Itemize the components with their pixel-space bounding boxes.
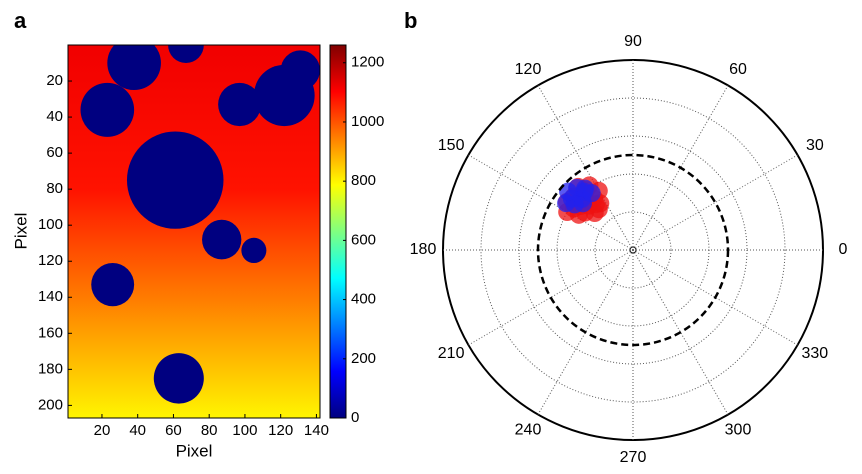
y-tick-label: 160 (38, 324, 63, 341)
angle-label: 330 (802, 345, 829, 362)
reference-circle (536, 153, 730, 347)
region (202, 219, 242, 260)
angle-label: 30 (806, 137, 824, 154)
angle-label: 180 (410, 241, 437, 258)
colorbar-tick-label: 800 (351, 172, 376, 189)
angle-label: 60 (729, 61, 747, 78)
x-tick-label: 60 (165, 422, 182, 439)
region (126, 131, 224, 229)
angle-label: 300 (725, 421, 752, 438)
angle-label: 150 (438, 137, 465, 154)
x-axis-label: Pixel (176, 441, 213, 460)
x-tick-label: 80 (201, 422, 218, 439)
colorbar-tick-label: 1200 (351, 54, 384, 71)
y-tick-label: 20 (46, 72, 63, 89)
y-tick-label: 60 (46, 144, 63, 161)
region (107, 45, 161, 91)
x-tick-label: 100 (232, 422, 257, 439)
x-tick-label: 120 (268, 422, 293, 439)
x-tick-label: 20 (94, 422, 111, 439)
angle-label: 270 (620, 449, 647, 466)
angle-label: 0 (839, 241, 848, 258)
y-tick-label: 100 (38, 216, 63, 233)
colorbar-tick-label: 600 (351, 231, 376, 248)
y-tick-label: 80 (46, 180, 63, 197)
y-tick-label: 180 (38, 360, 63, 377)
y-axis-label: Pixel (11, 213, 30, 250)
colorbar (329, 44, 347, 419)
x-tick-label: 40 (129, 422, 146, 439)
y-tick-label: 200 (38, 396, 63, 413)
angle-label: 210 (438, 345, 465, 362)
region (280, 50, 320, 91)
panel-label: a (14, 8, 27, 33)
scatter-point (582, 184, 601, 203)
region (218, 82, 262, 127)
axes-frame (67, 44, 321, 419)
radial-grid (594, 211, 672, 289)
region (80, 82, 135, 137)
heatmap-image (68, 45, 320, 418)
angle-label: 240 (515, 421, 542, 438)
region (168, 45, 204, 64)
y-tick-label: 140 (38, 288, 63, 305)
colorbar-tick-label: 200 (351, 350, 376, 367)
radial-grid (480, 97, 786, 403)
colorbar-tick-label: 400 (351, 291, 376, 308)
colorbar-tick-label: 0 (351, 409, 359, 426)
region (91, 263, 135, 307)
angular-grid (632, 154, 798, 251)
x-tick-label: 140 (304, 422, 329, 439)
y-tick-label: 40 (46, 108, 63, 125)
colorbar-tick-label: 1000 (351, 113, 384, 130)
angle-label: 120 (515, 61, 542, 78)
panel-label: b (404, 8, 417, 33)
region (153, 353, 204, 404)
scatter-point (559, 182, 578, 201)
region (241, 237, 267, 264)
angle-label: 90 (624, 33, 642, 50)
y-tick-label: 120 (38, 252, 63, 269)
